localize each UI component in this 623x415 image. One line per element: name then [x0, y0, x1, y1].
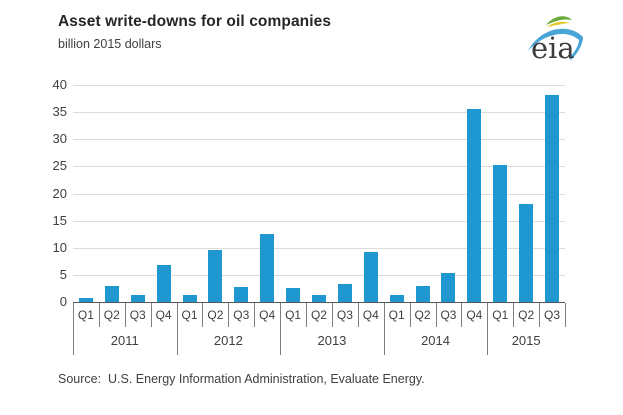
- quarter-label: Q2: [207, 308, 224, 322]
- y-axis-tick-label: 0: [59, 294, 67, 309]
- bar: [493, 165, 508, 302]
- gridline: [73, 274, 565, 276]
- quarter-label: Q2: [310, 308, 327, 322]
- source-text: Source: U.S. Energy Information Administ…: [58, 372, 425, 386]
- quarter-label: Q1: [492, 308, 509, 322]
- quarter-label: Q3: [336, 308, 353, 322]
- year-separator-line: [73, 303, 74, 355]
- gridline: [73, 247, 565, 249]
- quarter-tick-line: [357, 303, 359, 327]
- bar: [234, 286, 249, 302]
- year-label: 2014: [421, 333, 450, 348]
- eia-logo-icon: eia: [528, 16, 583, 65]
- quarter-tick-line: [565, 303, 566, 327]
- quarter-label: Q4: [155, 308, 172, 322]
- bar: [208, 250, 223, 302]
- quarter-label: Q2: [518, 308, 535, 322]
- quarter-tick-line: [435, 303, 437, 327]
- gridline: [73, 85, 565, 86]
- quarter-label: Q2: [103, 308, 120, 322]
- y-axis-tick-label: 35: [52, 104, 67, 120]
- quarter-tick-line: [228, 303, 230, 327]
- gridline: [73, 166, 565, 168]
- year-separator-line: [176, 303, 178, 355]
- quarter-label: Q4: [362, 308, 379, 322]
- eia-logo-green-swoosh-icon: [546, 16, 572, 25]
- eia-logo-blue-swoosh-icon: [528, 28, 583, 60]
- bar: [260, 233, 275, 302]
- year-separator-line: [280, 303, 282, 355]
- quarter-tick-line: [306, 303, 308, 327]
- bar: [182, 294, 197, 302]
- plot-area: Q1 Q2 Q3 Q4 Q1 Q2 Q3 Q4 Q1 Q2 Q3 Q4 Q1 Q2 Q3 Q4 Q1 Q2 Q3 20…: [53, 77, 566, 355]
- chart-subtitle: billion 2015 dollars: [58, 37, 162, 51]
- bar: [467, 108, 482, 302]
- quarter-label: Q1: [181, 308, 198, 322]
- bar: [104, 285, 119, 302]
- bar: [441, 272, 456, 302]
- year-label: 2013: [317, 333, 347, 348]
- bar: [312, 295, 326, 302]
- eia-logo-text: eia: [531, 31, 575, 65]
- quarter-tick-line: [254, 303, 256, 327]
- gridline: [73, 112, 565, 114]
- quarter-label: Q3: [544, 308, 561, 322]
- quarter-label: Q4: [466, 308, 483, 322]
- x-axis: Q1 Q2 Q3 Q4 Q1 Q2 Q3 Q4 Q1 Q2 Q3 Q4 Q1 Q2 Q3 Q4 Q1 Q2 Q3 20…: [73, 302, 566, 358]
- year-label: 2011: [110, 333, 139, 348]
- eia-logo-yellow-swoosh-icon: [547, 21, 570, 27]
- quarter-tick-line: [513, 303, 515, 327]
- quarter-label: Q3: [129, 308, 146, 322]
- y-axis-tick-label: 10: [52, 239, 67, 255]
- quarter-label: Q1: [77, 308, 94, 322]
- year-label: 2012: [213, 333, 243, 348]
- quarter-tick-line: [150, 303, 152, 327]
- quarter-label: Q2: [414, 308, 431, 322]
- bar: [363, 252, 378, 302]
- quarter-tick-line: [124, 303, 126, 327]
- quarter-label: Q3: [440, 308, 457, 322]
- year-separator-line: [487, 303, 489, 355]
- quarter-tick-line: [202, 303, 204, 327]
- bar: [519, 204, 534, 302]
- bar: [415, 286, 430, 302]
- quarter-tick-line: [461, 303, 463, 327]
- gridline: [73, 220, 565, 222]
- bar: [337, 283, 352, 302]
- chart-title: Asset write-downs for oil companies: [58, 13, 332, 30]
- bar: [156, 265, 171, 302]
- y-axis-tick-label: 40: [52, 77, 67, 92]
- y-axis-tick-label: 15: [52, 212, 67, 228]
- year-separator-line: [383, 303, 385, 355]
- gridline: [73, 193, 565, 195]
- bar: [286, 288, 301, 302]
- quarter-label: Q4: [259, 308, 276, 322]
- year-label: 2015: [511, 333, 541, 348]
- y-axis-tick-label: 25: [52, 158, 67, 174]
- quarter-tick-line: [409, 303, 411, 327]
- quarter-tick-line: [539, 303, 541, 327]
- quarter-tick-line: [331, 303, 333, 327]
- bar: [78, 298, 93, 302]
- quarter-label: Q1: [285, 308, 302, 322]
- y-axis-tick-label: 20: [52, 185, 67, 201]
- bar: [545, 94, 560, 302]
- quarter-label: Q1: [388, 308, 405, 322]
- y-axis-tick-label: 5: [59, 266, 67, 282]
- bar: [389, 295, 404, 302]
- gridline: [73, 139, 565, 141]
- y-axis-tick-label: 30: [52, 131, 67, 147]
- quarter-tick-line: [98, 303, 100, 327]
- bar: [130, 295, 145, 302]
- quarter-label: Q3: [233, 308, 250, 322]
